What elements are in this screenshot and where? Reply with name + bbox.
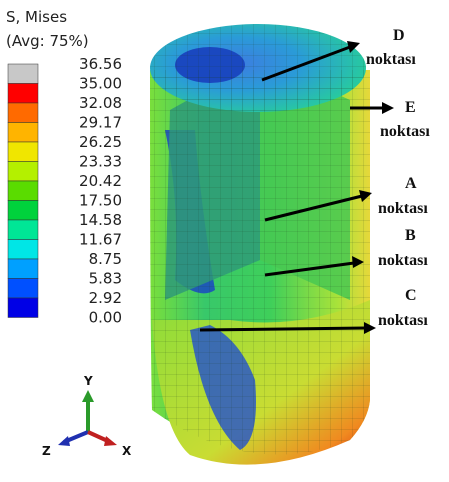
point-letter: A [405,175,417,192]
point-letter: C [405,287,417,304]
point-word: noktası [366,51,416,68]
point-letter: E [405,99,416,116]
legend-swatch [7,258,39,279]
legend-swatch [7,122,39,143]
legend-swatch [7,180,39,201]
legend-swatch [7,161,39,182]
legend-value: 23.33 [79,153,122,171]
legend-value: 5.83 [89,270,122,288]
legend-swatch [7,83,39,104]
point-word: noktası [378,252,428,269]
legend-value: 17.50 [79,192,122,210]
legend-colorbar [7,63,39,318]
legend-swatch [7,102,39,123]
legend-value: 26.25 [79,133,122,151]
legend-value: 0.00 [89,309,122,327]
legend-value: 2.92 [89,289,122,307]
triad-head [58,436,70,446]
legend-value: 11.67 [79,231,122,249]
point-word: noktası [380,123,430,140]
legend-value: 32.08 [79,94,122,112]
legend-swatch [7,63,39,84]
legend-swatch [7,200,39,221]
annotation-arrows [199,45,384,332]
legend-swatch [7,278,39,299]
legend-swatch [7,239,39,260]
triad-label: Y [83,374,93,388]
legend-value: 29.17 [79,114,122,132]
legend-title: S, Mises [6,8,67,26]
triad-head [104,436,117,446]
triad-label: Z [42,444,51,458]
axis-triad [63,398,111,444]
arrow-heads [347,41,394,334]
legend-value: 20.42 [79,172,122,190]
triad-label: X [122,444,132,458]
legend-value: 35.00 [79,75,122,93]
legend-subtitle: (Avg: 75%) [6,32,89,50]
point-letter: B [405,227,416,244]
legend-swatch [7,219,39,240]
point-letter: D [393,27,405,44]
legend-value: 36.56 [79,55,122,73]
legend-value: 8.75 [89,250,122,268]
legend-swatch [7,297,39,318]
fea-model [150,24,370,465]
point-word: noktası [378,312,428,329]
legend-value: 14.58 [79,211,122,229]
triad-head [82,390,94,402]
legend-swatch [7,141,39,162]
point-word: noktası [378,200,428,217]
